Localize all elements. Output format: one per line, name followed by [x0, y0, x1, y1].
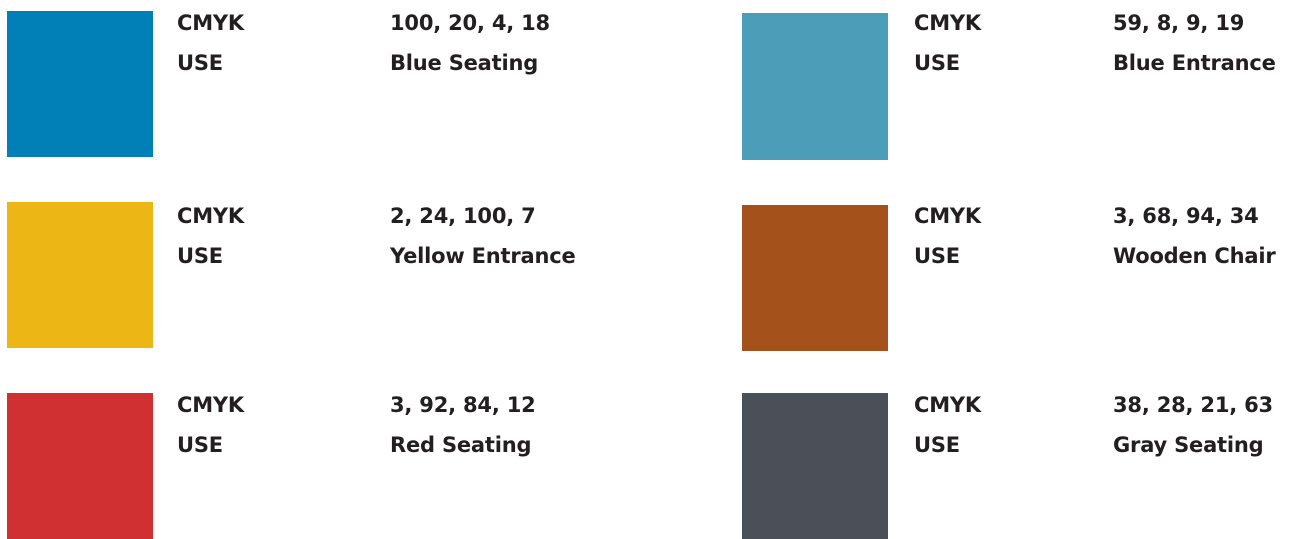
cmyk-use-labels: CMYK USE: [177, 3, 244, 83]
color-swatch-yellow-entrance: [7, 202, 153, 348]
cmyk-label: CMYK: [177, 393, 244, 417]
cmyk-label: CMYK: [914, 11, 981, 35]
cmyk-use-labels: CMYK USE: [914, 385, 981, 465]
use-value: Red Seating: [390, 433, 532, 457]
cmyk-use-labels: CMYK USE: [177, 196, 244, 276]
cmyk-use-labels: CMYK USE: [914, 196, 981, 276]
cmyk-label: CMYK: [177, 11, 244, 35]
cmyk-value: 3, 92, 84, 12: [390, 393, 536, 417]
use-label: USE: [914, 51, 960, 75]
color-values: 38, 28, 21, 63 Gray Seating: [1113, 385, 1273, 465]
use-label: USE: [914, 433, 960, 457]
color-swatch-blue-entrance: [742, 13, 888, 160]
use-label: USE: [177, 51, 223, 75]
cmyk-label: CMYK: [914, 204, 981, 228]
color-swatch-wooden-chair: [742, 205, 888, 351]
cmyk-use-labels: CMYK USE: [177, 385, 244, 465]
use-value: Gray Seating: [1113, 433, 1264, 457]
use-label: USE: [177, 433, 223, 457]
color-swatch-red-seating: [7, 393, 153, 539]
use-value: Yellow Entrance: [390, 244, 576, 268]
color-values: 2, 24, 100, 7 Yellow Entrance: [390, 196, 576, 276]
use-value: Blue Entrance: [1113, 51, 1276, 75]
color-values: 59, 8, 9, 19 Blue Entrance: [1113, 3, 1276, 83]
color-values: 100, 20, 4, 18 Blue Seating: [390, 3, 550, 83]
cmyk-label: CMYK: [914, 393, 981, 417]
use-value: Blue Seating: [390, 51, 539, 75]
cmyk-value: 59, 8, 9, 19: [1113, 11, 1245, 35]
cmyk-value: 38, 28, 21, 63: [1113, 393, 1273, 417]
color-swatch-blue-seating: [7, 11, 153, 157]
cmyk-value: 3, 68, 94, 34: [1113, 204, 1259, 228]
cmyk-value: 2, 24, 100, 7: [390, 204, 536, 228]
color-values: 3, 92, 84, 12 Red Seating: [390, 385, 536, 465]
color-values: 3, 68, 94, 34 Wooden Chair: [1113, 196, 1276, 276]
color-swatch-gray-seating: [742, 393, 888, 539]
use-label: USE: [914, 244, 960, 268]
use-value: Wooden Chair: [1113, 244, 1276, 268]
cmyk-label: CMYK: [177, 204, 244, 228]
cmyk-use-labels: CMYK USE: [914, 3, 981, 83]
cmyk-value: 100, 20, 4, 18: [390, 11, 550, 35]
use-label: USE: [177, 244, 223, 268]
